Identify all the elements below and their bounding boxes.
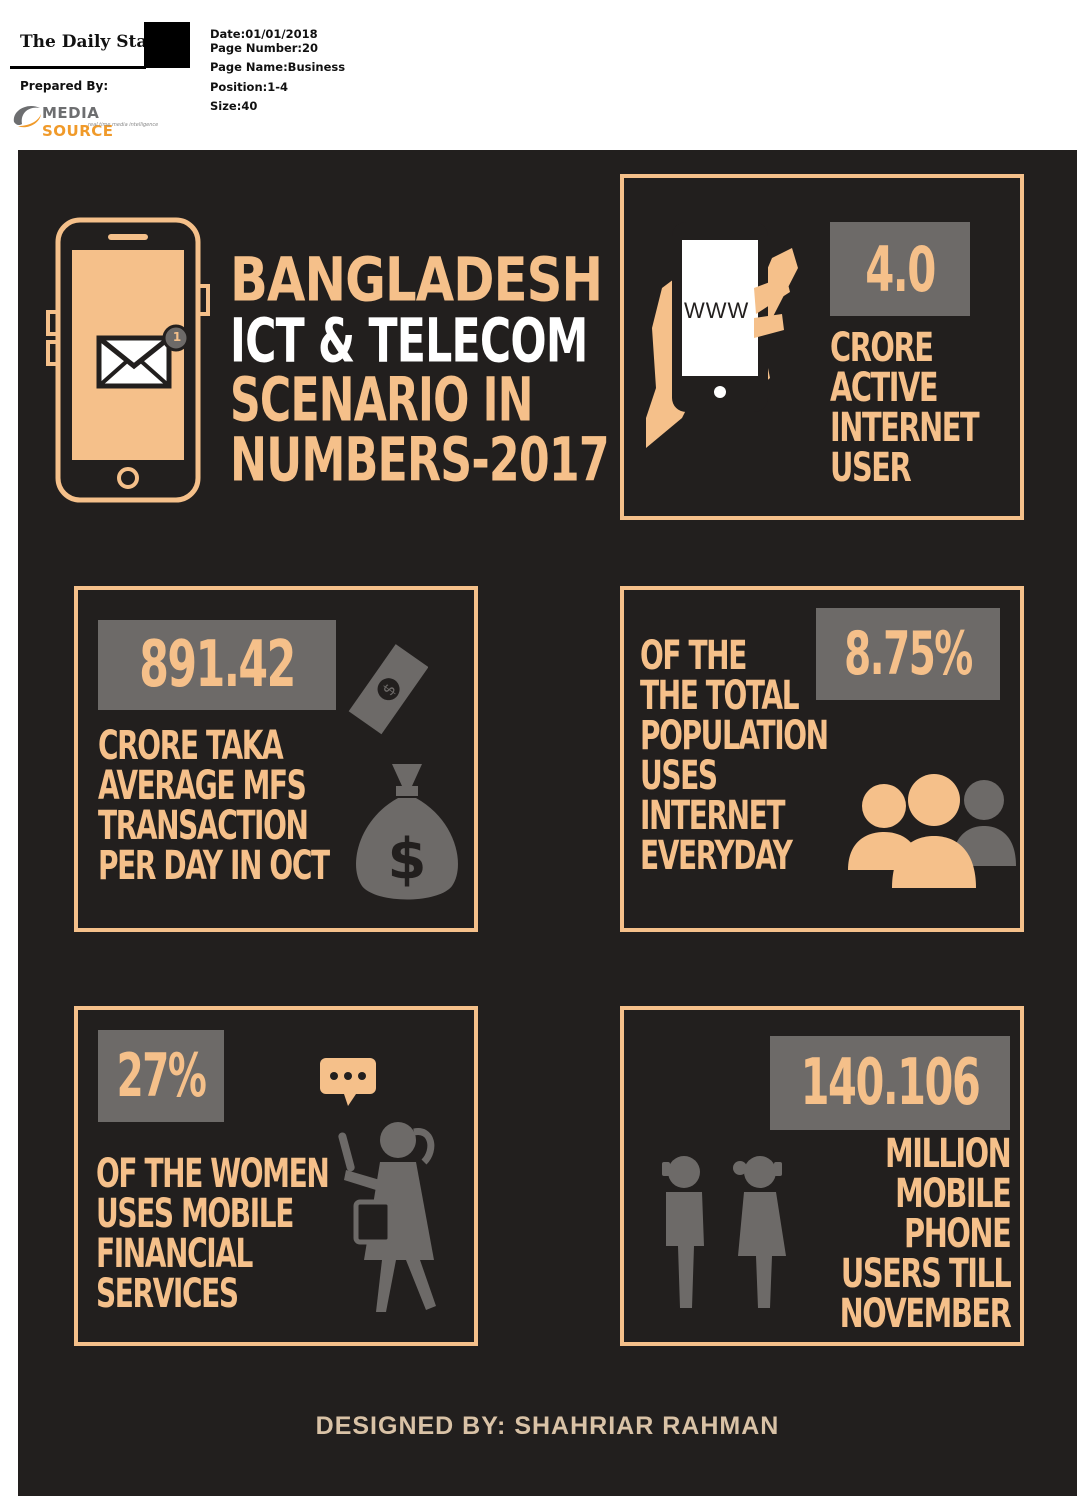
money-bag-icon: $ bbox=[356, 764, 458, 900]
women-mfs-caption-line-2: USES MOBILE bbox=[96, 1191, 294, 1237]
women-mfs-value-box: 27% bbox=[98, 1030, 224, 1122]
mfs-transaction-caption-line-1: CRORE TAKA bbox=[98, 723, 284, 769]
svg-text:$: $ bbox=[388, 827, 427, 892]
internet-users-value: 4.0 bbox=[865, 232, 936, 306]
clip-page-name: Page Name:Business bbox=[210, 60, 346, 74]
mobile-users-caption-line-4: USERS TILL bbox=[840, 1251, 1012, 1297]
daily-internet-caption-line-6: EVERYDAY bbox=[640, 833, 793, 879]
www-label: WWW bbox=[684, 298, 750, 323]
mfs-transaction-caption: CRORE TAKA AVERAGE MFS TRANSACTION PER D… bbox=[98, 723, 330, 889]
internet-users-caption-line-4: USER bbox=[830, 445, 912, 491]
mfs-transaction-value: 891.42 bbox=[139, 628, 296, 702]
daily-internet-caption-line-4: USES bbox=[640, 753, 718, 799]
daily-internet-panel: 8.75% OF THE THE TOTAL POPULATION USES I… bbox=[620, 586, 1024, 932]
media-source-wordmark: MEDIA SOURCE bbox=[42, 104, 170, 140]
mobile-users-caption-line-5: NOVEMBER bbox=[839, 1291, 1012, 1337]
media-word: MEDIA bbox=[42, 104, 100, 122]
title-line-3: SCENARIO IN bbox=[230, 364, 533, 435]
mobile-users-value: 140.106 bbox=[800, 1046, 981, 1120]
internet-users-caption: CRORE ACTIVE INTERNET USER bbox=[830, 325, 980, 491]
chat-bubble-icon bbox=[320, 1058, 376, 1106]
women-mfs-value: 27% bbox=[116, 1041, 207, 1111]
woman-icon bbox=[338, 1122, 436, 1312]
newspaper-name: The Daily Star bbox=[20, 32, 157, 52]
title-line-4: NUMBERS-2017 bbox=[230, 424, 610, 495]
clip-date: Date:01/01/2018 bbox=[210, 27, 318, 41]
mfs-transaction-value-box: 891.42 bbox=[98, 620, 336, 710]
daily-internet-caption-line-1: OF THE bbox=[640, 633, 747, 679]
daily-internet-caption-line-5: INTERNET bbox=[640, 793, 786, 839]
media-source-tagline: real time media intelligence bbox=[88, 122, 159, 128]
mfs-transaction-caption-line-2: AVERAGE MFS bbox=[98, 763, 307, 809]
mobile-users-caption-line-2: MOBILE bbox=[895, 1171, 1012, 1217]
internet-users-value-box: 4.0 bbox=[830, 222, 970, 316]
designer-credit: DESIGNED BY: SHAHRIAR RAHMAN bbox=[315, 1412, 780, 1440]
clip-position: Position:1-4 bbox=[210, 79, 289, 94]
banknote-icon: $ bbox=[348, 644, 428, 735]
internet-users-caption-line-1: CRORE bbox=[830, 325, 934, 371]
daily-internet-caption-line-3: POPULATION bbox=[640, 713, 829, 759]
daily-internet-value-box: 8.75% bbox=[816, 608, 1000, 700]
clipping-metadata: Date:01/01/2018 Page Number:20 Page Name… bbox=[210, 27, 346, 114]
internet-users-caption-line-2: ACTIVE bbox=[830, 365, 939, 411]
infographic-title: BANGLADESH ICT & TELECOM SCENARIO IN NUM… bbox=[230, 244, 610, 489]
mfs-transaction-caption-line-4: PER DAY IN OCT bbox=[98, 843, 330, 889]
media-source-swirl-icon bbox=[13, 105, 41, 128]
daily-internet-value: 8.75% bbox=[844, 619, 973, 689]
envelope-icon bbox=[96, 324, 190, 389]
mobile-users-panel: 140.106 MILLION MOBILE PHONE USERS TILL … bbox=[620, 1006, 1024, 1346]
women-mfs-caption-line-3: FINANCIAL bbox=[96, 1231, 253, 1277]
people-group-icon bbox=[848, 774, 1016, 888]
daily-internet-caption: OF THE THE TOTAL POPULATION USES INTERNE… bbox=[640, 633, 829, 879]
media-source-logo: MEDIA SOURCE real time media intelligenc… bbox=[10, 100, 170, 140]
prepared-by-label: Prepared By: bbox=[20, 79, 109, 93]
women-mfs-panel: 27% OF THE WOMEN USES MOBILE FINANCIAL S… bbox=[74, 1006, 478, 1346]
couple-phone-icon bbox=[662, 1156, 786, 1308]
mobile-users-value-box: 140.106 bbox=[770, 1036, 1010, 1130]
mobile-users-caption-line-1: MILLION bbox=[885, 1131, 1012, 1177]
notification-badge-count: 1 bbox=[172, 330, 182, 344]
title-line-1: BANGLADESH bbox=[230, 244, 603, 315]
masthead-rule bbox=[10, 66, 146, 69]
title-line-2: ICT & TELECOM bbox=[230, 305, 588, 376]
hand-phone-icon bbox=[646, 222, 798, 448]
source-word: SOURCE bbox=[42, 122, 114, 140]
infographic: 1 BANGLADESH ICT & TELECOM SCENARIO IN N… bbox=[18, 150, 1077, 1496]
clip-size: Size:40 bbox=[210, 99, 258, 113]
masthead: The Daily Star bbox=[10, 22, 190, 70]
women-mfs-caption-line-1: OF THE WOMEN bbox=[96, 1151, 330, 1197]
women-mfs-caption: OF THE WOMEN USES MOBILE FINANCIAL SERVI… bbox=[96, 1151, 330, 1317]
women-mfs-caption-line-4: SERVICES bbox=[96, 1271, 239, 1317]
mfs-transaction-caption-line-3: TRANSACTION bbox=[98, 803, 309, 849]
clip-page-number: Page Number:20 bbox=[210, 40, 319, 55]
internet-users-panel: WWW 4.0 CRORE ACTIVE INTERNET USER bbox=[620, 174, 1024, 520]
masthead-black-box bbox=[144, 22, 190, 68]
mobile-users-caption-line-3: PHONE bbox=[904, 1211, 1012, 1257]
daily-internet-caption-line-2: THE TOTAL bbox=[640, 673, 800, 719]
internet-users-caption-line-3: INTERNET bbox=[830, 405, 980, 451]
mobile-users-caption: MILLION MOBILE PHONE USERS TILL NOVEMBER bbox=[826, 1131, 1012, 1337]
mfs-transaction-panel: 891.42 CRORE TAKA AVERAGE MFS TRANSACTIO… bbox=[74, 586, 478, 932]
